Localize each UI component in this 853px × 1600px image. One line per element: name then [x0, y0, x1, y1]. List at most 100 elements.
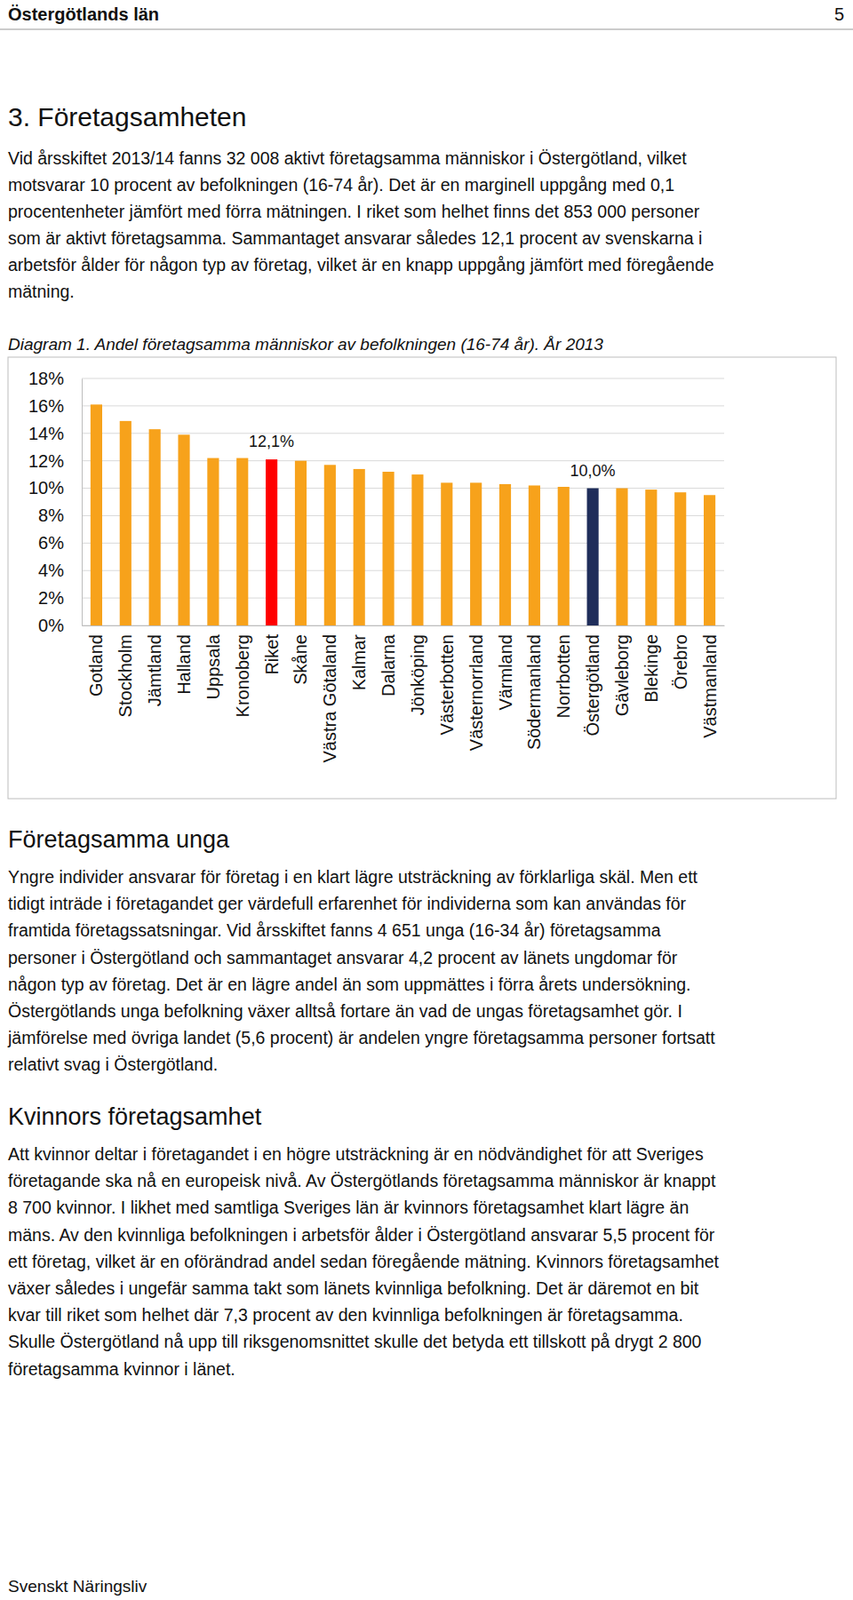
bar [149, 429, 161, 626]
bar [207, 458, 219, 626]
annotation: 12,1% [248, 432, 295, 451]
x-tick-label: Kalmar [349, 634, 369, 692]
bar [353, 469, 366, 626]
y-tick: 4% [38, 560, 82, 581]
x-tick: Skåne [290, 625, 311, 686]
x-axis: Gotland Stockholm Jämtland Halland Uppsala Kr… [82, 625, 726, 764]
bar [411, 474, 423, 626]
annotations: 12,1% 10,0% [248, 432, 616, 479]
y-tick: 10% [28, 478, 82, 498]
bar [558, 486, 570, 626]
bar [528, 485, 541, 626]
x-tick: Norrbotten [553, 625, 574, 719]
x-tick-label: Södermanland [524, 634, 544, 750]
x-tick: Södermanland [524, 625, 544, 750]
x-tick-label: Norrbotten [553, 634, 574, 719]
x-tick-label: Östergötland [582, 634, 603, 737]
x-tick-label: Västerbotten [437, 634, 457, 735]
x-tick-label: Skåne [290, 634, 311, 686]
paragraph-line: företagande ska nå en europeisk nivå. Av… [7, 1171, 717, 1191]
x-tick: Västerbotten [437, 625, 457, 735]
x-tick: Jämtland [144, 625, 165, 707]
x-tick: Stockholm [115, 625, 136, 718]
x-tick: Västmanland [700, 625, 720, 739]
y-tick-label: 2% [38, 588, 64, 608]
x-tick: Östergötland [582, 625, 603, 737]
x-tick: Dalarna [378, 625, 399, 697]
x-tick-label: Gävleborg [612, 634, 632, 717]
y-tick-label: 16% [28, 396, 64, 416]
bar [440, 482, 453, 626]
x-tick-label: Uppsala [203, 633, 224, 700]
paragraph-line: Skulle Östergötland nå upp till riksgeno… [7, 1331, 702, 1352]
x-tick-label: Stockholm [115, 634, 136, 718]
x-tick-label: Halland [174, 634, 194, 695]
paragraph-line: mäns. Av den kvinnliga befolkningen i ar… [7, 1225, 716, 1245]
x-tick: Gotland [86, 625, 106, 697]
bar [119, 421, 132, 626]
header-title: Östergötlands län [7, 4, 160, 24]
paragraph-line: kvar till riket som helhet där 7,3 proce… [7, 1305, 684, 1325]
paragraph-line: personer i Östergötland och sammantaget … [7, 948, 678, 968]
x-tick-label: Örebro [670, 634, 691, 690]
x-tick-label: Jämtland [144, 634, 165, 707]
x-tick: Kalmar [349, 625, 369, 691]
page-number: 5 [834, 4, 845, 24]
chart-title: Diagram 1. Andel företagsamma människor … [7, 334, 604, 354]
bar [674, 492, 686, 626]
paragraph-line: växer således i ungefär samma takt som l… [7, 1278, 700, 1299]
footer: Svenskt Näringsliv [7, 1577, 148, 1596]
bar [324, 464, 336, 626]
paragraph-line: Östergötlands unga befolkning växer allt… [7, 1001, 683, 1021]
bar [470, 482, 482, 626]
bars [90, 404, 716, 626]
paragraph-line: Att kvinnor deltar i företagandet i en h… [7, 1144, 704, 1164]
y-tick: 18% [28, 368, 82, 389]
y-tick-label: 14% [28, 423, 64, 444]
y-tick-label: 12% [28, 451, 64, 471]
x-tick: Halland [174, 625, 194, 695]
annotation: 10,0% [570, 462, 616, 480]
x-tick: Västra Götaland [319, 625, 340, 764]
x-tick-label: Västmanland [700, 634, 720, 739]
x-tick-label: Dalarna [378, 633, 399, 697]
y-tick: 2% [38, 588, 82, 608]
bar [294, 461, 307, 626]
y-tick-label: 0% [38, 615, 64, 636]
bar [90, 404, 103, 626]
paragraph-line: arbetsför ålder för någon typ av företag… [7, 255, 715, 275]
bar [177, 434, 190, 626]
grid-line [81, 378, 725, 380]
paragraph-line: Vid årsskiftet 2013/14 fanns 32 008 akti… [7, 148, 687, 168]
y-tick: 8% [38, 505, 82, 526]
y-axis-line [81, 379, 83, 627]
y-axis: 0% 2% 4% 6% 8% 10% 12% 14% 16% 18% [28, 368, 83, 636]
section-heading: Kvinnors företagsamhet [7, 1103, 263, 1131]
y-tick: 14% [28, 423, 82, 444]
paragraph-line: procentenheter jämfört med förra mätning… [7, 201, 701, 222]
bar [382, 471, 394, 626]
grid-line [81, 432, 725, 434]
page: Östergötlands län53. FöretagsamhetenVid … [0, 0, 853, 1600]
x-tick-label: Västra Götaland [319, 634, 340, 764]
x-tick: Västernorrland [466, 625, 487, 751]
x-tick-label: Jönköping [407, 634, 428, 716]
paragraph-line: jämförelse med övriga landet (5,6 procen… [7, 1028, 716, 1048]
x-tick: Gävleborg [612, 625, 632, 717]
x-tick: Blekinge [641, 625, 662, 703]
y-tick-label: 6% [38, 533, 64, 553]
paragraph-line: tidigt inträde i företagandet ger värdef… [7, 893, 687, 914]
x-tick-label: Gotland [86, 634, 106, 697]
y-tick: 12% [28, 451, 82, 471]
y-tick-label: 4% [38, 560, 64, 581]
x-tick: Kronoberg [232, 625, 253, 718]
bar [645, 489, 657, 626]
paragraph-line: mätning. [7, 281, 75, 302]
x-axis-line [82, 625, 726, 627]
bar [265, 459, 278, 626]
paragraph-line: ett företag, vilket är en oförändrad and… [7, 1251, 720, 1272]
paragraph-line: relativt svag i Östergötland. [7, 1054, 218, 1075]
bar [499, 484, 511, 626]
x-tick: Värmland [495, 625, 516, 711]
x-tick: Jönköping [407, 625, 428, 716]
